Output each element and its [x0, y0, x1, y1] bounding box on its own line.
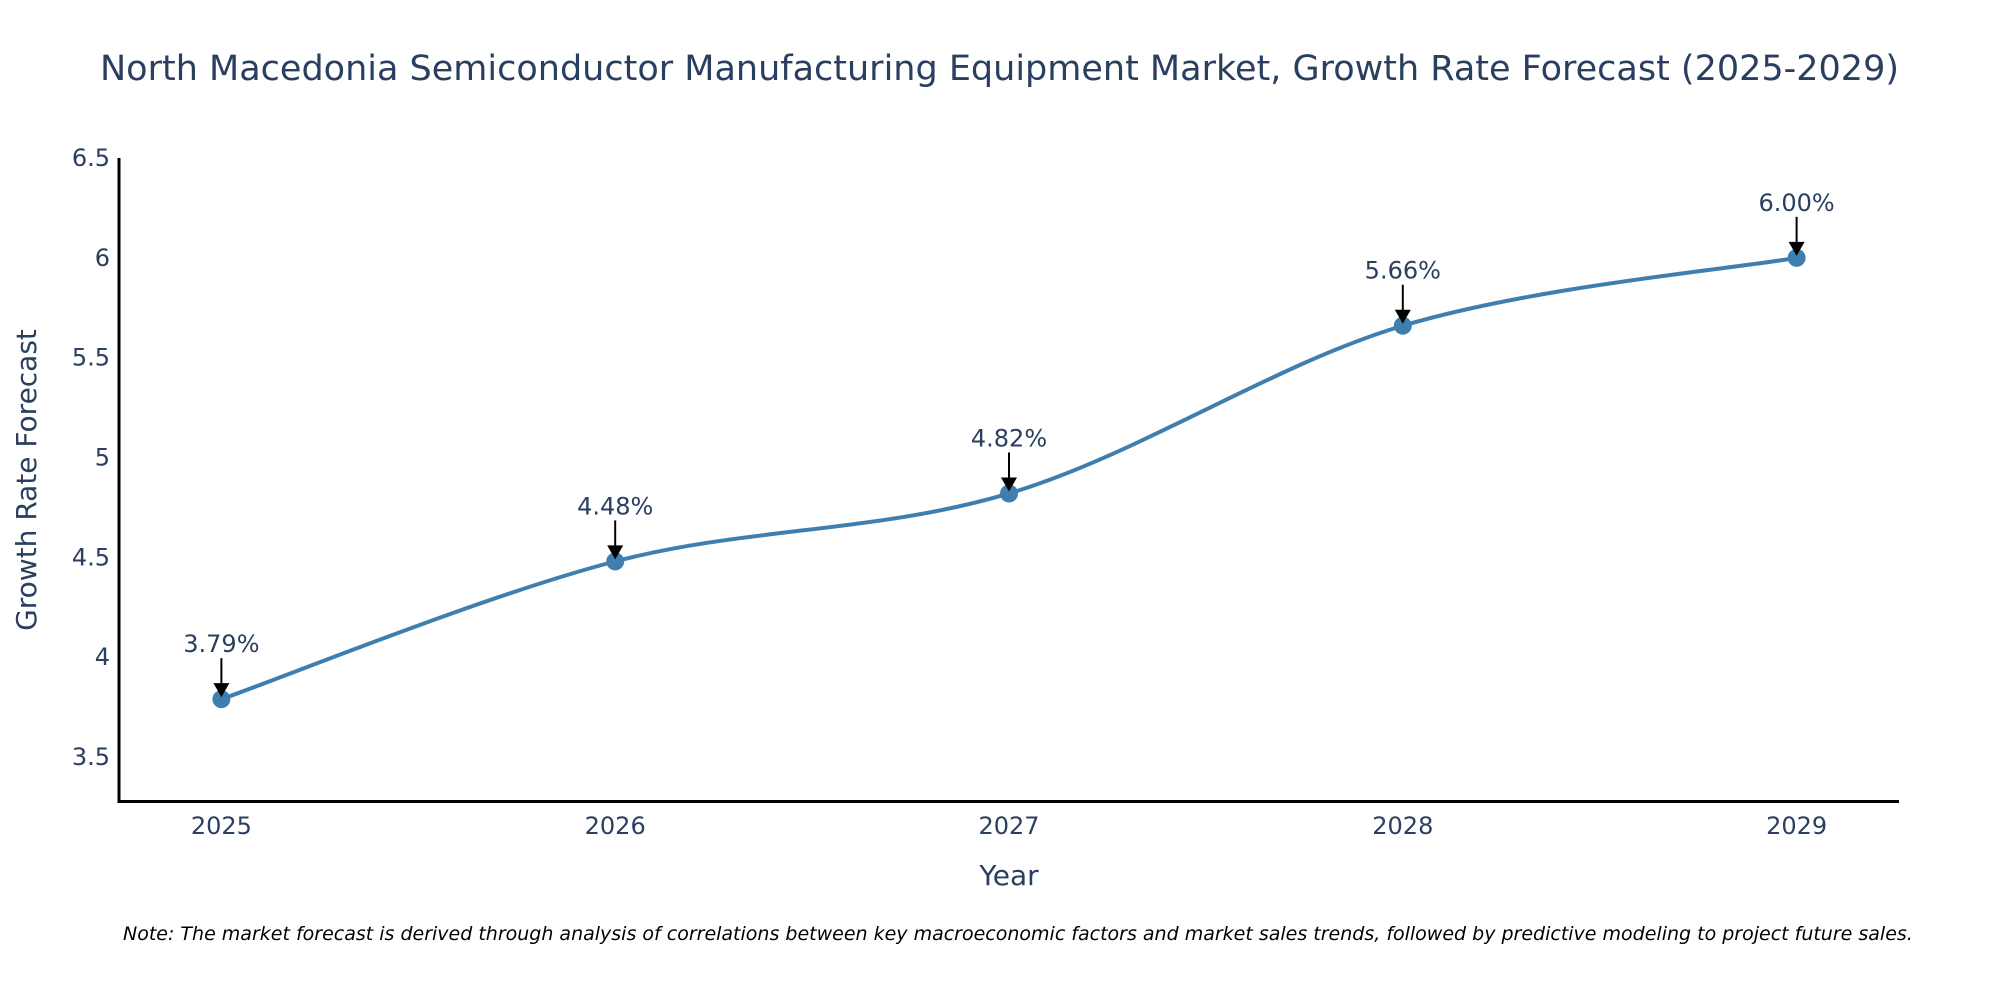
- x-tick-label: 2026: [585, 812, 646, 840]
- data-point-marker[interactable]: [212, 690, 231, 709]
- data-point-marker[interactable]: [1787, 248, 1806, 267]
- data-label: 4.82%: [971, 424, 1047, 452]
- arrow-down-icon: [607, 545, 624, 560]
- arrow-down-icon: [213, 683, 230, 698]
- data-point-marker[interactable]: [1393, 316, 1412, 335]
- plot-area: 3.79% 4.48% 4.82% 5.66% 6.00%: [183, 189, 1835, 709]
- data-label: 5.66%: [1365, 257, 1441, 285]
- arrow-down-icon: [1001, 477, 1017, 492]
- x-tick-label: 2028: [1372, 812, 1433, 840]
- data-label: 6.00%: [1758, 189, 1834, 217]
- y-tick-label: 5: [95, 444, 110, 472]
- y-tick-label: 4.5: [72, 543, 110, 571]
- data-point-marker[interactable]: [606, 552, 625, 571]
- footnote: Note: The market forecast is derived thr…: [123, 923, 1913, 945]
- y-tick-label: 3.5: [72, 743, 110, 771]
- data-label: 4.48%: [577, 492, 653, 520]
- x-tick-label: 2027: [978, 812, 1039, 840]
- y-tick-label: 4: [95, 643, 110, 671]
- y-axis-title: Growth Rate Forecast: [10, 329, 43, 631]
- annotation-layer: 3.79% 4.48% 4.82% 5.66% 6.00%: [183, 189, 1835, 698]
- data-label: 3.79%: [183, 630, 259, 658]
- y-tick-label: 6.5: [72, 144, 110, 172]
- x-tick-label: 2029: [1766, 812, 1827, 840]
- x-axis-ticks: 2025 2026 2027 2028 2029: [191, 812, 1827, 840]
- x-tick-label: 2025: [191, 812, 252, 840]
- arrow-down-icon: [1394, 309, 1411, 324]
- series-layer: [212, 248, 1806, 709]
- chart-title: North Macedonia Semiconductor Manufactur…: [100, 49, 1899, 89]
- x-axis-title: Year: [978, 859, 1039, 892]
- data-point-marker[interactable]: [1000, 484, 1018, 503]
- arrow-down-icon: [1788, 241, 1805, 256]
- y-axis-ticks: 3.5 4 4.5 5 5.5 6 6.5: [72, 144, 110, 771]
- y-tick-label: 5.5: [72, 344, 110, 372]
- y-tick-label: 6: [95, 244, 110, 272]
